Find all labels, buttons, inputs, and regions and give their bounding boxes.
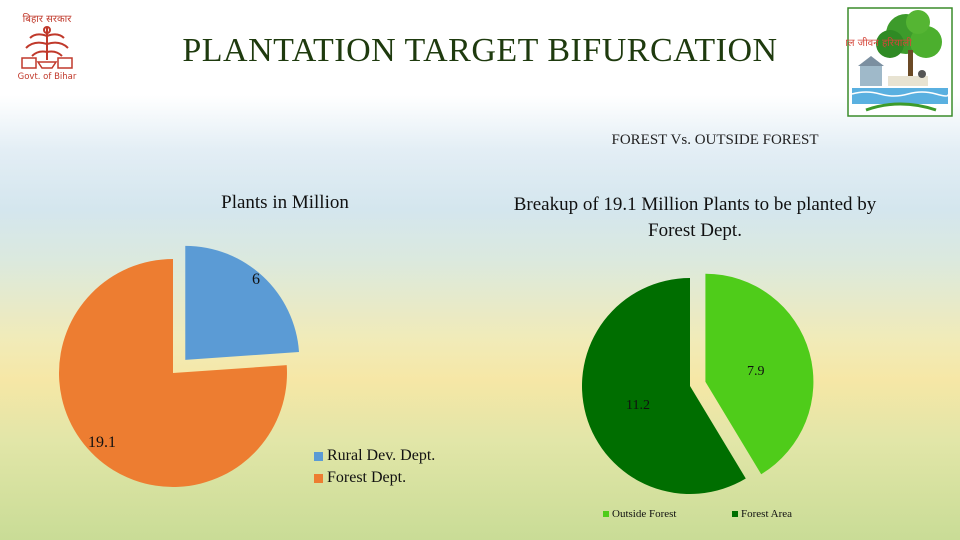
legend-item-forest-dept: Forest Dept. [314,469,406,487]
govt-of-bihar-seal-icon: बिहार सरकार Govt. of Bihar [12,10,82,82]
seal-top-text: बिहार सरकार [23,13,73,25]
right-pie-chart: 7.9 11.2 [582,273,814,494]
legend-item-rural-dev: Rural Dev. Dept. [314,447,435,465]
left-chart-title: Plants in Million [221,192,349,213]
pie-slice-outside-forest [705,273,814,475]
legend-swatch-forest-dept [314,473,323,483]
jal-jeevan-hariyali-logo-icon: जल जीवन हरियाली [840,6,954,118]
legend-label-forest-dept: Forest Dept. [327,469,407,486]
legend-label-outside-forest: Outside Forest [612,508,677,520]
legend-item-outside-forest: Outside Forest [603,508,676,520]
legend-label-rural-dev: Rural Dev. Dept. [327,447,436,464]
logo-text: जल जीवन हरियाली [846,37,912,49]
data-label-outside-forest: 7.9 [747,364,765,379]
left-pie-chart: 619.1 [58,245,300,487]
legend-swatch-outside-forest [603,511,609,517]
legend-swatch-rural-dev [314,451,323,461]
page-title: PLANTATION TARGET BIFURCATION [182,32,778,69]
data-label-forest-dept: 19.1 [88,434,116,451]
slide-subtitle: FOREST Vs. OUTSIDE FOREST [611,132,819,148]
pie-slice-forest-dept [58,259,287,487]
pie-slice-rural-dev-dept [185,245,300,360]
legend-swatch-forest-area [732,511,738,517]
data-label-rural-dev-dept: 6 [252,271,260,288]
data-label-forest-area: 11.2 [626,398,650,413]
pie-slice-forest-area [582,278,746,494]
legend-item-forest-area: Forest Area [732,508,792,520]
legend-label-forest-area: Forest Area [741,508,793,520]
seal-bottom-text: Govt. of Bihar [18,72,77,82]
right-chart-title: Breakup of 19.1 Million Plants to be pla… [513,194,877,241]
